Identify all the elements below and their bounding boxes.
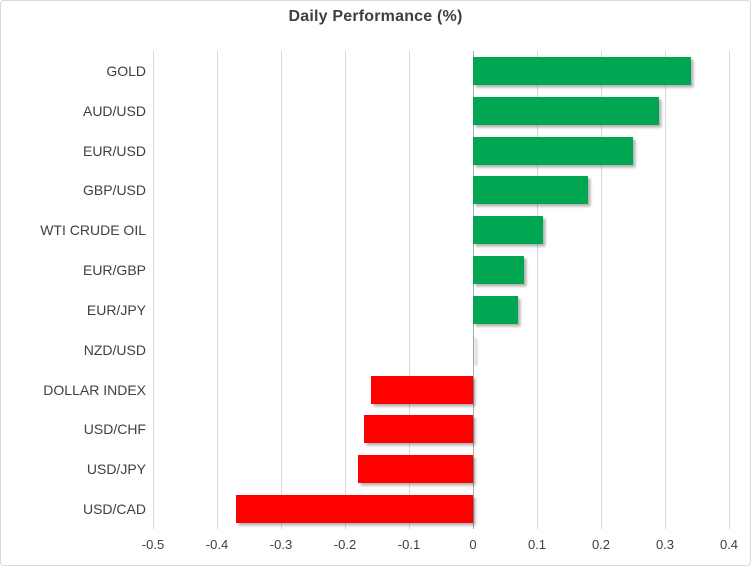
bar-usd-chf — [364, 415, 473, 443]
x-tick-label--0.1: -0.1 — [397, 537, 421, 552]
category-label-gold: GOLD — [106, 63, 146, 79]
bar-usd-cad — [236, 495, 473, 523]
bar-wti-crude-oil — [473, 216, 543, 244]
bar-usd-jpy — [358, 455, 473, 483]
bars-layer — [153, 51, 729, 529]
x-tick-label--0.2: -0.2 — [333, 537, 357, 552]
category-label-eur-usd: EUR/USD — [82, 143, 146, 159]
category-label-usd-cad: USD/CAD — [82, 501, 146, 517]
category-label-eur-gbp: EUR/GBP — [82, 262, 146, 278]
gridline--0.3 — [281, 51, 282, 529]
gridline--0.5 — [153, 51, 154, 529]
x-tick-label-0.3: 0.3 — [655, 537, 675, 552]
x-tick-label--0.5: -0.5 — [141, 537, 165, 552]
category-label-nzd-usd: NZD/USD — [83, 342, 146, 358]
bar-gbp-usd — [473, 176, 588, 204]
bar-gold — [473, 57, 691, 85]
category-label-gbp-usd: GBP/USD — [82, 182, 146, 198]
bar-eur-jpy — [473, 296, 518, 324]
x-tick-label-0.1: 0.1 — [527, 537, 547, 552]
x-axis: -0.5 -0.4 -0.3 -0.2 -0.1 0 0.1 0.2 0.3 0.4 — [1, 537, 750, 557]
bar-eur-gbp — [473, 256, 524, 284]
category-label-usd-jpy: USD/JPY — [86, 461, 146, 477]
gridline--0.1 — [409, 51, 410, 529]
zero-axis-line — [473, 51, 474, 529]
x-tick-label--0.3: -0.3 — [269, 537, 293, 552]
category-label-wti-crude-oil: WTI CRUDE OIL — [40, 222, 146, 238]
gridline-0.2 — [601, 51, 602, 529]
x-tick-label-0: 0 — [469, 537, 477, 552]
gridline-0.3 — [665, 51, 666, 529]
category-label-aud-usd: AUD/USD — [82, 103, 146, 119]
bar-dollar-index — [371, 376, 473, 404]
bar-eur-usd — [473, 137, 633, 165]
gridline--0.2 — [345, 51, 346, 529]
x-tick-label--0.4: -0.4 — [205, 537, 229, 552]
gridline-0.4 — [729, 51, 730, 529]
gridline-0.1 — [537, 51, 538, 529]
category-label-usd-chf: USD/CHF — [83, 421, 146, 437]
x-tick-label-0.2: 0.2 — [591, 537, 611, 552]
bar-aud-usd — [473, 97, 659, 125]
gridline--0.4 — [217, 51, 218, 529]
category-label-dollar-index: DOLLAR INDEX — [43, 382, 146, 398]
chart-title: Daily Performance (%) — [288, 8, 463, 25]
bar-nzd-usd — [473, 336, 475, 364]
x-tick-label-0.4: 0.4 — [719, 537, 739, 552]
plot-area — [153, 51, 730, 529]
category-label-eur-jpy: EUR/JPY — [86, 302, 146, 318]
category-axis: GOLD AUD/USD EUR/USD GBP/USD WTI CRUDE OIL EU… — [1, 51, 146, 529]
